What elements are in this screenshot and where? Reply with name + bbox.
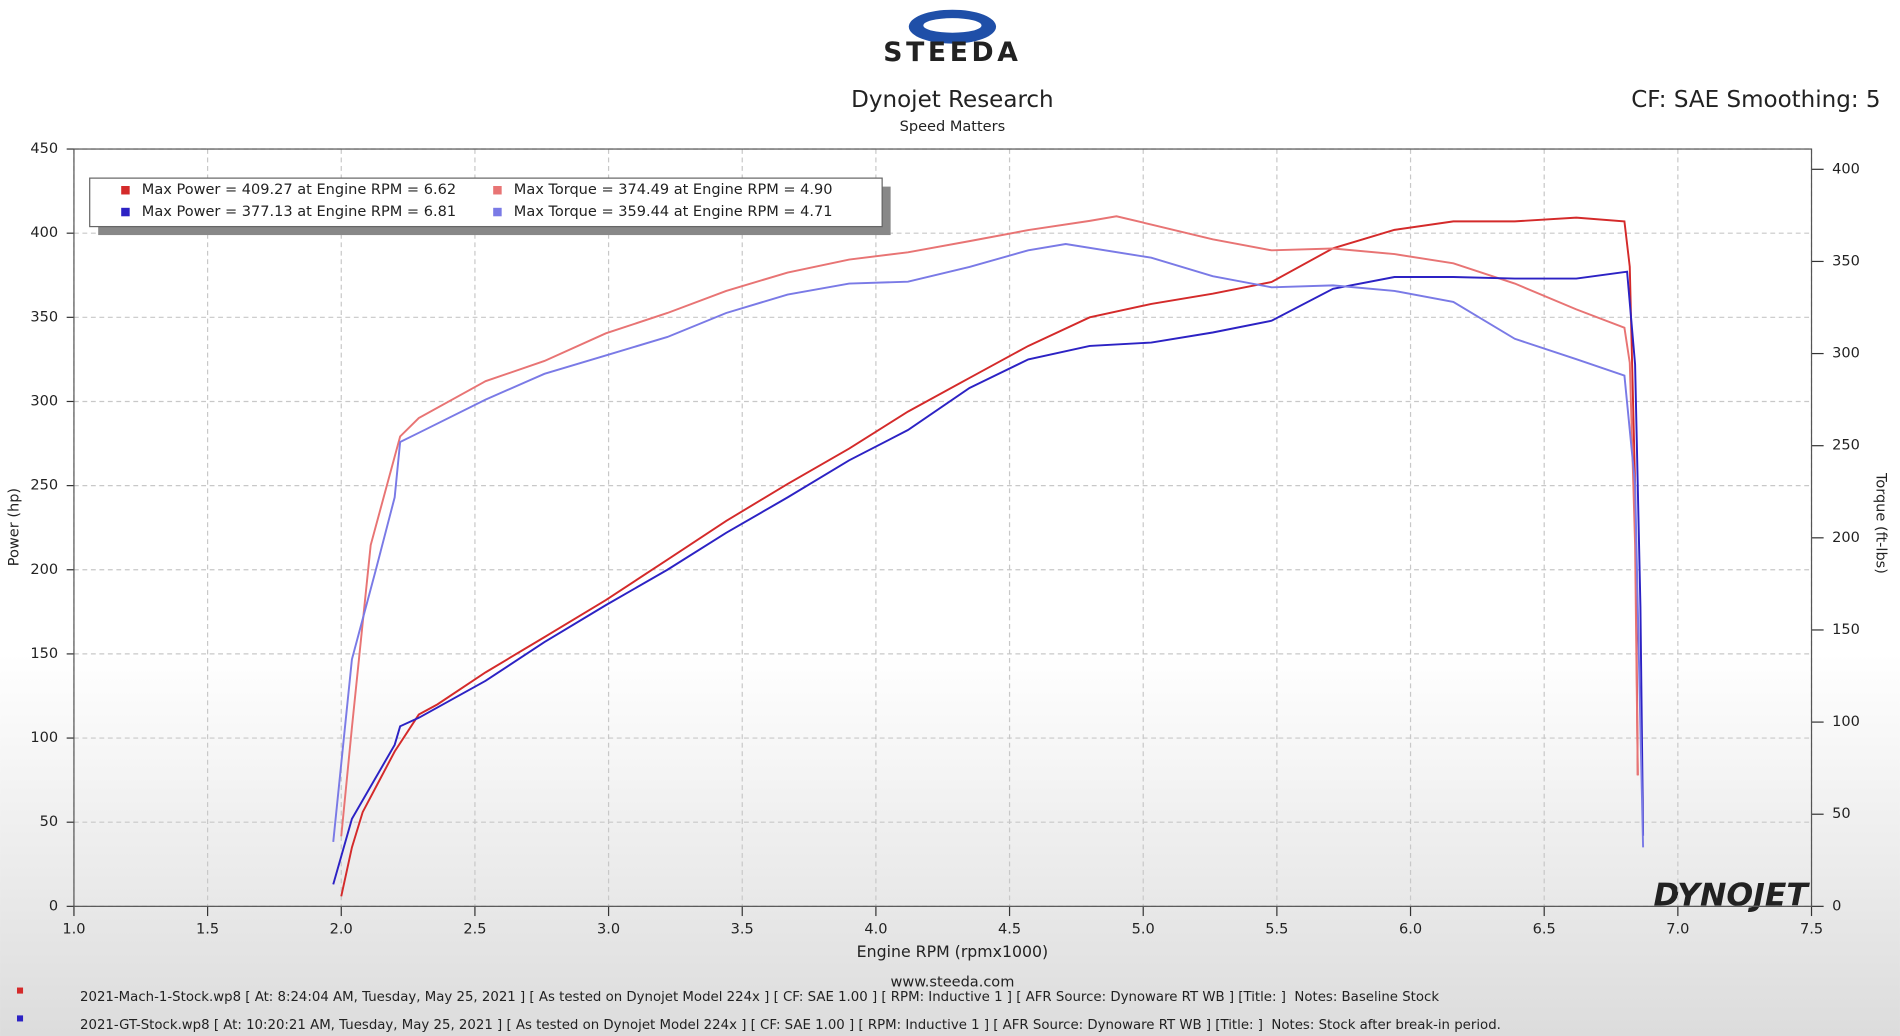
y2-tick-label: 100 xyxy=(1832,714,1860,730)
y-tick-label: 350 xyxy=(30,309,58,325)
y-tick-label: 300 xyxy=(30,393,58,409)
y2-tick-label: 400 xyxy=(1832,161,1860,177)
info-text: CF: SAE Smoothing: 5 xyxy=(1631,87,1880,113)
y2-tick-label: 350 xyxy=(1832,253,1860,269)
y-tick-label: 400 xyxy=(30,225,58,241)
x-tick-label: 1.5 xyxy=(196,921,219,937)
legend-swatch xyxy=(121,185,130,195)
x-tick-label: 2.0 xyxy=(330,921,353,937)
y-tick-label: 0 xyxy=(49,898,58,914)
x-tick-label: 4.5 xyxy=(998,921,1021,937)
x-axis-label: Engine RPM (rpmx1000) xyxy=(857,942,1049,961)
y2-tick-label: 150 xyxy=(1832,622,1860,638)
series-line xyxy=(332,243,1645,848)
y2-tick-label: 250 xyxy=(1832,438,1860,454)
y-tick-label: 150 xyxy=(30,646,58,662)
file-swatch xyxy=(16,987,24,994)
series-line xyxy=(332,270,1645,885)
logo-text: STEEDA xyxy=(883,37,1021,68)
legend-label: Max Power = 409.27 at Engine RPM = 6.62 xyxy=(142,182,456,198)
legend-label: Max Torque = 359.44 at Engine RPM = 4.71 xyxy=(514,204,833,220)
logo: STEEDA xyxy=(883,9,1021,68)
series-line xyxy=(340,216,1639,897)
x-tick-label: 6.5 xyxy=(1533,921,1556,937)
file-swatch xyxy=(16,1015,24,1022)
chart-title: Dynojet Research xyxy=(851,87,1053,113)
y-tick-label: 200 xyxy=(30,562,58,578)
y2-axis-label: Torque (ft-lbs) xyxy=(1873,472,1889,574)
x-tick-label: 1.0 xyxy=(62,921,85,937)
y-tick-label: 100 xyxy=(30,730,58,746)
x-tick-label: 7.5 xyxy=(1800,921,1823,937)
file-info: 2021-Mach-1-Stock.wp8 [ At: 8:24:04 AM, … xyxy=(80,990,1439,1005)
y-tick-label: 250 xyxy=(30,478,58,494)
y2-tick-label: 200 xyxy=(1832,530,1860,546)
y2-tick-label: 300 xyxy=(1832,346,1860,362)
series-line xyxy=(340,215,1639,837)
website: www.steeda.com xyxy=(890,975,1014,991)
x-tick-label: 2.5 xyxy=(463,921,486,937)
x-tick-label: 5.5 xyxy=(1265,921,1288,937)
file-info: 2021-GT-Stock.wp8 [ At: 10:20:21 AM, Tue… xyxy=(80,1018,1501,1033)
legend-swatch xyxy=(493,185,502,195)
x-tick-label: 3.5 xyxy=(731,921,754,937)
background-gradient xyxy=(0,654,1900,1036)
legend-box xyxy=(89,177,883,228)
legend-label: Max Torque = 374.49 at Engine RPM = 4.90 xyxy=(514,182,833,198)
legend-swatch xyxy=(493,207,502,217)
x-tick-label: 6.0 xyxy=(1399,921,1422,937)
legend-swatch xyxy=(121,207,130,217)
y2-tick-label: 50 xyxy=(1832,806,1851,822)
x-tick-label: 5.0 xyxy=(1132,921,1155,937)
chart-subtitle: Speed Matters xyxy=(900,119,1006,135)
y-tick-label: 50 xyxy=(40,814,58,830)
legend: Max Power = 409.27 at Engine RPM = 6.62 M… xyxy=(89,177,891,236)
logo-swoosh-inner xyxy=(923,18,982,33)
watermark: DYNOJET xyxy=(1653,878,1810,914)
x-tick-label: 3.0 xyxy=(597,921,620,937)
x-tick-label: 4.0 xyxy=(864,921,887,937)
plot-frame xyxy=(73,148,1813,907)
y-axis-label: Power (hp) xyxy=(7,488,23,566)
legend-label: Max Power = 377.13 at Engine RPM = 6.81 xyxy=(142,204,456,220)
y2-tick-label: 0 xyxy=(1832,898,1841,914)
x-tick-label: 7.0 xyxy=(1666,921,1689,937)
y-tick-label: 450 xyxy=(30,141,58,157)
